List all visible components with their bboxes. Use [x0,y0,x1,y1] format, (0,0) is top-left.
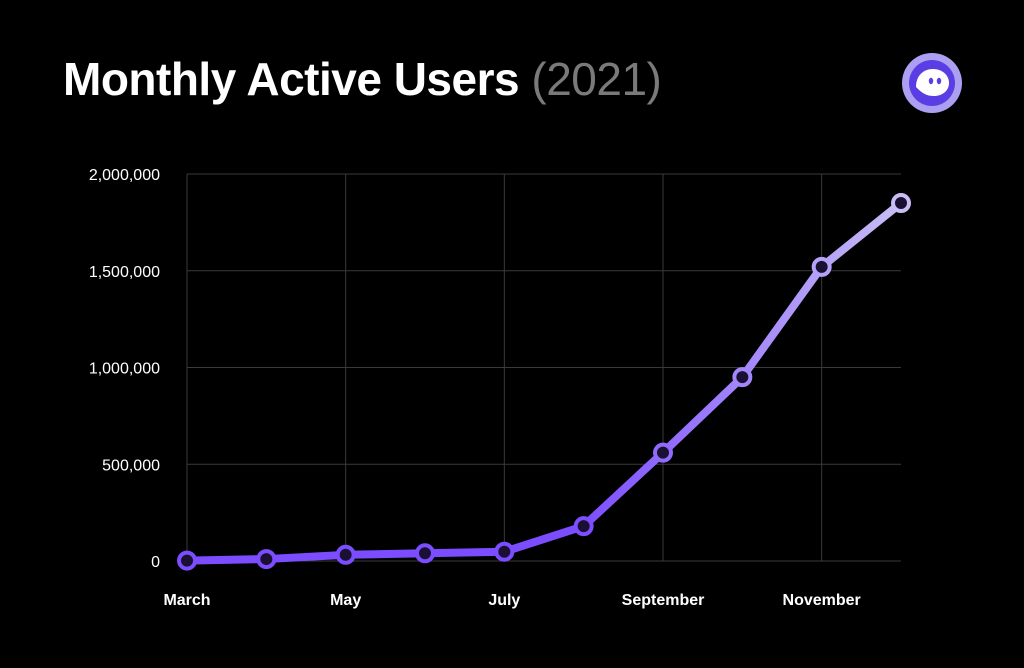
ghost-logo-icon [902,53,962,113]
y-tick-label: 1,500,000 [89,264,160,281]
series [177,193,911,571]
x-tick-label: July [488,592,520,609]
y-tick-label: 0 [151,554,160,571]
title-year: (2021) [531,53,662,105]
x-tick-label: May [330,592,361,609]
data-point [335,544,356,565]
x-tick-label: November [783,592,861,609]
data-point [415,543,435,564]
data-point [653,442,673,463]
y-tick-label: 500,000 [102,457,160,474]
data-point [256,549,277,570]
data-point [177,550,197,571]
chart-title: Monthly Active Users (2021) [63,52,662,106]
grid [186,173,901,562]
y-tick-label: 2,000,000 [89,167,160,184]
data-point [573,516,594,537]
data-point [811,256,832,277]
data-point [732,367,753,388]
x-tick-label: March [163,592,210,609]
data-point [494,541,515,562]
series-line [183,199,905,565]
axis-labels: 0 500,000 1,000,000 1,500,000 2,000,000 March… [89,167,861,609]
data-point [891,193,911,214]
title-main: Monthly Active Users [63,53,520,105]
y-tick-label: 1,000,000 [89,361,160,378]
x-tick-label: September [622,592,705,609]
